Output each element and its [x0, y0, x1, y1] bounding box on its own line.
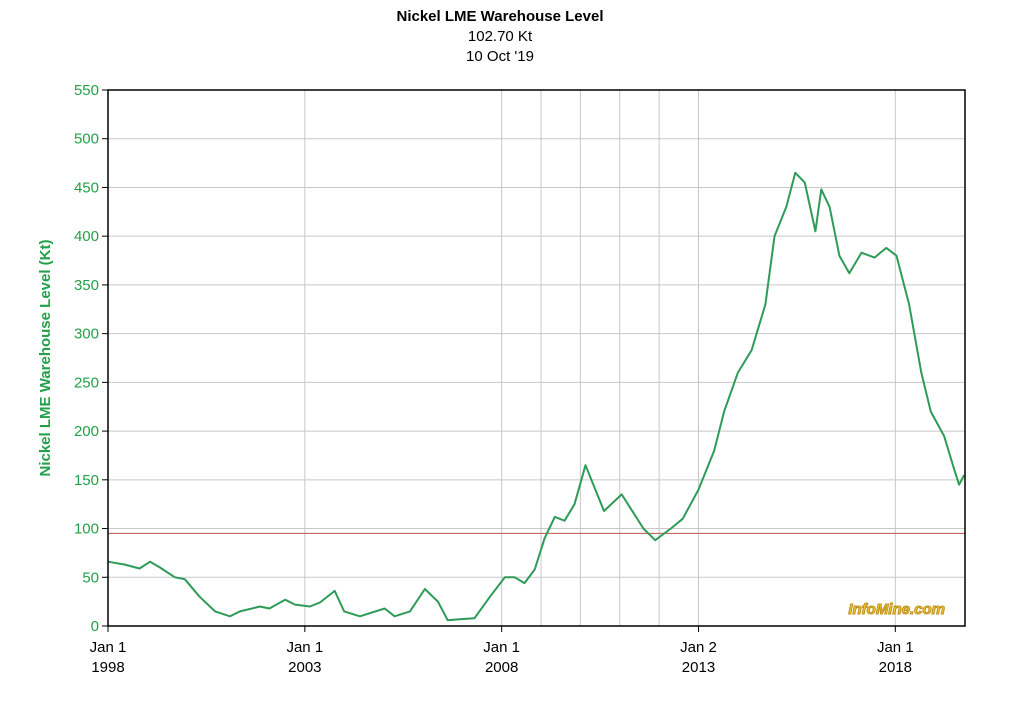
x-tick-label: Jan 1	[90, 639, 127, 656]
data-line	[107, 171, 966, 622]
y-tick-label: 200	[74, 423, 99, 440]
y-tick-label: 500	[74, 131, 99, 148]
x-tick-label: Jan 1	[877, 639, 914, 656]
y-tick-label: 350	[74, 277, 99, 294]
y-tick-label: 550	[74, 82, 99, 99]
x-tick-label: Jan 1	[483, 639, 520, 656]
x-tick-label: 2018	[879, 659, 912, 676]
chart-title: Nickel LME Warehouse Level	[396, 8, 603, 25]
x-tick-label: Jan 2	[680, 639, 717, 656]
y-tick-label: 150	[74, 472, 99, 489]
chart-date: 10 Oct '19	[466, 48, 534, 65]
x-tick-label: 2003	[288, 659, 321, 676]
y-tick-label: 450	[74, 179, 99, 196]
y-axis-label: Nickel LME Warehouse Level (Kt)	[37, 239, 54, 476]
y-tick-label: 50	[82, 569, 99, 586]
y-tick-label: 100	[74, 521, 99, 538]
watermark: InfoMine.com	[848, 601, 945, 618]
y-tick-label: 0	[91, 618, 99, 635]
x-tick-label: Jan 1	[286, 639, 323, 656]
plot-frame	[107, 89, 966, 627]
y-tick-label: 250	[74, 374, 99, 391]
x-tick-label: 2013	[682, 659, 715, 676]
x-tick-label: 2008	[485, 659, 518, 676]
y-tick-label: 400	[74, 228, 99, 245]
x-tick-label: 1998	[91, 659, 124, 676]
chart-subtitle: 102.70 Kt	[468, 28, 533, 45]
y-tick-label: 300	[74, 326, 99, 343]
